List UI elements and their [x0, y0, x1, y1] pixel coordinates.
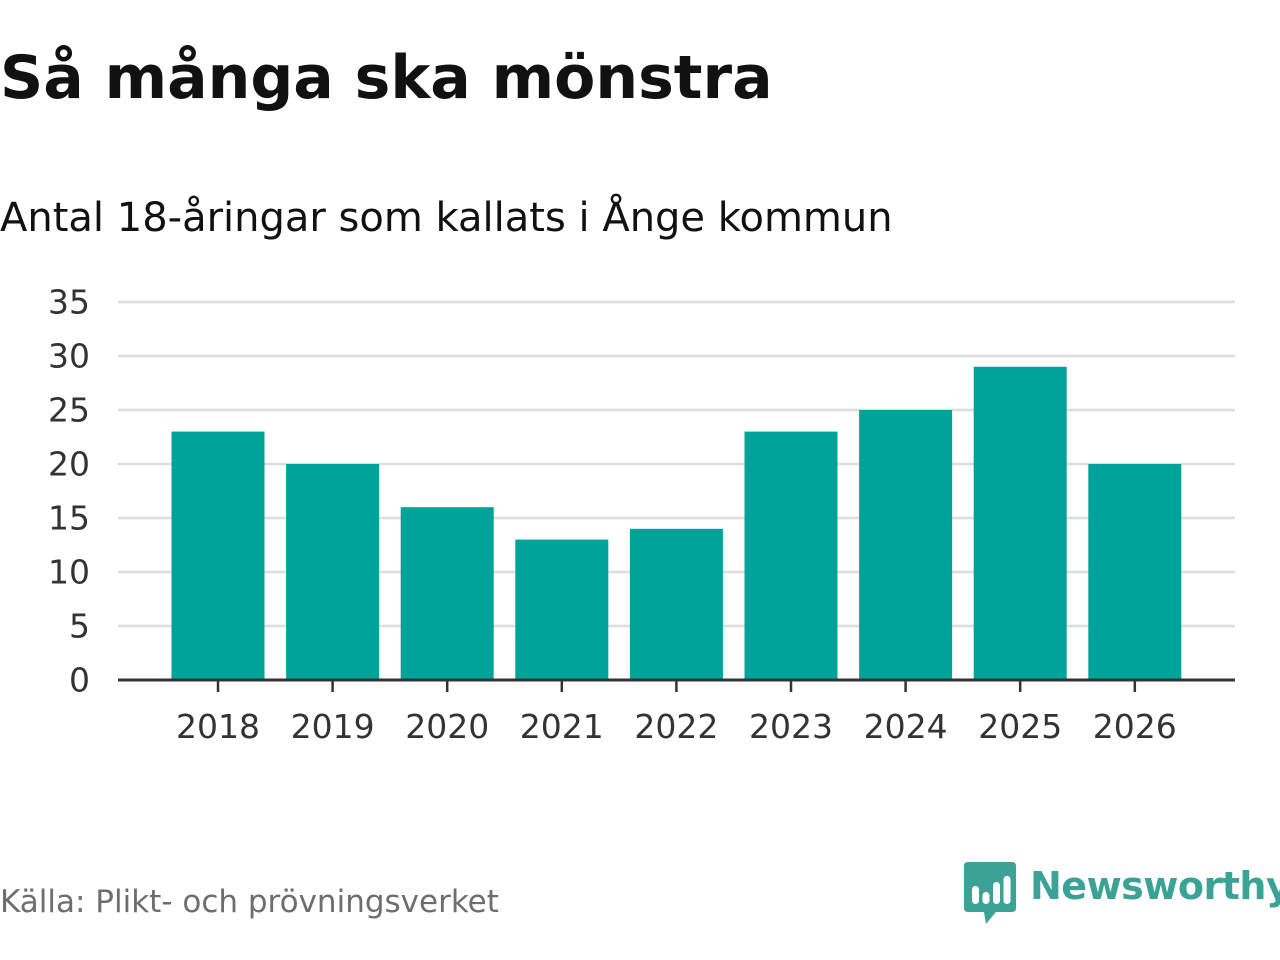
y-tick-label-30: 30 — [48, 337, 90, 376]
x-tick-label-2023: 2023 — [749, 707, 833, 746]
bar-2023 — [744, 431, 838, 680]
y-tick-label-20: 20 — [48, 445, 90, 484]
source-note: Källa: Plikt- och prövningsverket — [0, 884, 499, 920]
bar-2020 — [400, 507, 494, 680]
y-tick-label-25: 25 — [48, 391, 90, 430]
chart-subtitle: Antal 18-åringar som kallats i Ånge komm… — [0, 195, 893, 241]
bar-2026 — [1088, 464, 1182, 680]
x-tick-label-2026: 2026 — [1093, 707, 1177, 746]
x-tick-label-2018: 2018 — [176, 707, 260, 746]
bar-2018 — [171, 431, 265, 680]
y-tick-label-10: 10 — [48, 553, 90, 592]
newsworthy-logo-icon — [964, 862, 1016, 924]
bar-2024 — [859, 410, 953, 680]
x-tick-label-2021: 2021 — [520, 707, 604, 746]
bar-2022 — [629, 528, 723, 680]
y-tick-label-15: 15 — [48, 499, 90, 538]
y-tick-label-35: 35 — [48, 283, 90, 322]
brand-name: Newsworthy — [1030, 864, 1280, 908]
x-tick-label-2019: 2019 — [291, 707, 375, 746]
y-tick-label-0: 0 — [69, 661, 90, 700]
bar-2025 — [973, 366, 1067, 680]
bar-2019 — [286, 464, 380, 680]
bar-2021 — [515, 539, 609, 680]
x-tick-label-2022: 2022 — [634, 707, 718, 746]
x-tick-label-2020: 2020 — [405, 707, 489, 746]
y-tick-label-5: 5 — [69, 607, 90, 646]
brand-logo: Newsworthy — [964, 862, 1280, 926]
chart-title: Så många ska mönstra — [0, 43, 773, 113]
x-tick-label-2024: 2024 — [864, 707, 948, 746]
x-tick-label-2025: 2025 — [978, 707, 1062, 746]
